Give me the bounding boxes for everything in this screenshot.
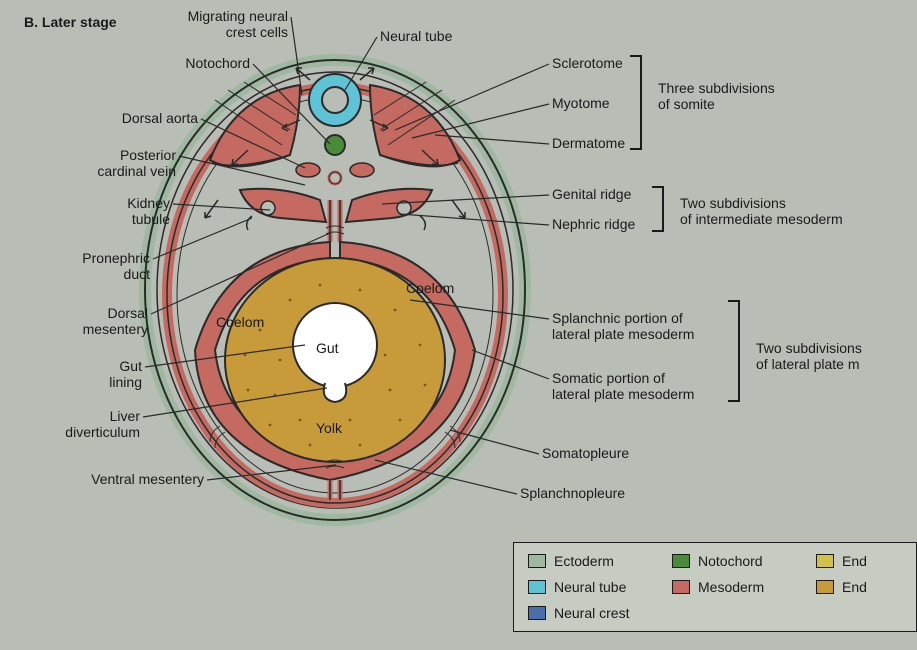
right-label: Splanchnopleure [520,485,625,501]
legend-label: End [842,579,902,595]
left-label: Posteriorcardinal vein [97,147,176,179]
left-label: Kidneytubule [127,195,170,227]
left-label: Dorsal aorta [122,110,198,126]
legend-label: Notochord [698,553,808,569]
left-label: Liverdiverticulum [65,408,140,440]
right-label: Myotome [552,95,610,111]
inline-label: Coelom [406,280,454,296]
inline-label: Coelom [216,314,264,330]
legend-swatch [672,554,690,568]
right-label: Splanchnic portion oflateral plate mesod… [552,310,694,342]
bracket [738,300,740,402]
legend-swatch [528,580,546,594]
bracket [662,186,664,232]
left-label: Ventral mesentery [91,471,204,487]
right-label: Sclerotome [552,55,623,71]
inline-label: Gut [316,340,339,356]
legend-swatch [816,554,834,568]
right-label: Somatic portion oflateral plate mesoderm [552,370,694,402]
group-caption: Two subdivisionsof lateral plate m [756,340,862,372]
legend-swatch [528,606,546,620]
legend-swatch [672,580,690,594]
legend-label: Neural crest [554,605,664,621]
left-label: Dorsalmesentery [83,305,148,337]
right-label: Neural tube [380,28,452,44]
legend-label: Ectoderm [554,553,664,569]
inline-label: Yolk [316,420,342,436]
left-label: Notochord [185,55,250,71]
left-label: Pronephricduct [82,250,150,282]
panel-title: B. Later stage [24,14,117,30]
legend-label: Mesoderm [698,579,808,595]
bracket [640,55,642,150]
right-label: Nephric ridge [552,216,635,232]
right-label: Genital ridge [552,186,631,202]
legend-swatch [528,554,546,568]
legend-swatch [816,580,834,594]
group-caption: Two subdivisionsof intermediate mesoderm [680,195,843,227]
right-label: Dermatome [552,135,625,151]
group-caption: Three subdivisionsof somite [658,80,775,112]
legend: Ectoderm Notochord End Neural tube Mesoderm E… [513,542,917,632]
right-label: Somatopleure [542,445,629,461]
legend-label: End [842,553,902,569]
legend-label: Neural tube [554,579,664,595]
left-label: Migrating neuralcrest cells [188,8,288,40]
left-label: Gutlining [109,358,142,390]
